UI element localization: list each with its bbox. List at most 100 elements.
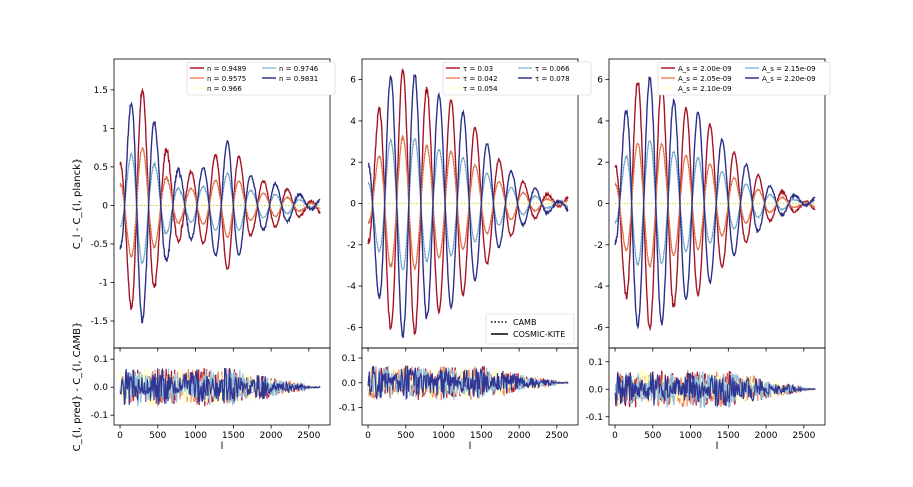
bottom-series-group xyxy=(367,364,569,401)
top-y-axis-label: C_l - C_{l, planck} xyxy=(72,158,83,249)
y-tick-label: 6 xyxy=(350,76,356,86)
top-series-group xyxy=(119,87,321,324)
legend-label: n = 0.9575 xyxy=(207,75,246,83)
legend-label: n = 0.966 xyxy=(207,85,242,93)
residual-line-4 xyxy=(614,371,816,408)
legend-label: A_s = 2.05e-09 xyxy=(678,75,732,83)
legend-box xyxy=(657,61,831,96)
x-tick-label: 1000 xyxy=(679,431,702,441)
y-tick-label: 6 xyxy=(597,76,603,86)
x-axis-label: l xyxy=(221,441,224,452)
x-tick-label: 2000 xyxy=(755,431,778,441)
top-series-group xyxy=(367,68,569,339)
residual-line-4 xyxy=(119,367,321,405)
panel-As: -6 -4 -2 0 2 4 6 -0.1 0.0 0.1 0 500 1000 1500 2000 2500… xyxy=(585,58,831,452)
bottom-series-group xyxy=(119,367,321,407)
series-line-1 xyxy=(119,147,321,258)
y-tick-label: -4 xyxy=(594,282,603,292)
legend-label: τ = 0.066 xyxy=(535,65,570,73)
style-legend-label: COSMIC-KITE xyxy=(513,330,565,339)
x-tick-label: 1500 xyxy=(470,431,493,441)
x-tick-label: 500 xyxy=(397,431,414,441)
y-tick-label: -6 xyxy=(347,323,356,333)
x-tick-label: 0 xyxy=(365,431,371,441)
y-tick-label: 1.5 xyxy=(94,86,108,96)
residual-line-4 xyxy=(367,365,569,401)
x-tick-label: 500 xyxy=(149,431,166,441)
x-tick-label: 2500 xyxy=(545,431,568,441)
series-camb-4 xyxy=(614,76,816,329)
y-tick-label: 0 xyxy=(102,201,108,211)
y-tick-label: 4 xyxy=(597,117,603,127)
series-line-0 xyxy=(614,82,816,332)
y-tick-label: 2 xyxy=(350,158,356,168)
x-tick-label: 2500 xyxy=(792,431,815,441)
series-line-4 xyxy=(367,73,569,339)
style-legend-box xyxy=(485,313,575,345)
y-tick-label: 4 xyxy=(350,117,356,127)
legend-label: τ = 0.042 xyxy=(463,75,498,83)
legend-label: τ = 0.03 xyxy=(463,65,493,73)
y-tick-label: -1.5 xyxy=(90,317,108,327)
legend-box xyxy=(442,61,592,96)
legend-box xyxy=(186,61,336,96)
bottom-series-group xyxy=(614,368,816,409)
y-tick-label: 0.0 xyxy=(342,379,357,389)
series-camb-1 xyxy=(368,135,569,271)
y-tick-label: -0.5 xyxy=(90,240,108,250)
y-tick-label: 1 xyxy=(102,124,108,134)
y-tick-label: -4 xyxy=(347,282,356,292)
x-tick-label: 1000 xyxy=(184,431,207,441)
legend-label: n = 0.9831 xyxy=(279,75,318,83)
x-tick-label: 1500 xyxy=(717,431,740,441)
series-camb-4 xyxy=(368,74,569,338)
series-camb-0 xyxy=(367,68,569,335)
x-axis-label: l xyxy=(469,441,472,452)
y-tick-label: 0.1 xyxy=(589,358,603,368)
y-tick-label: -2 xyxy=(594,241,603,251)
x-tick-label: 0 xyxy=(612,431,618,441)
y-tick-label: 0.5 xyxy=(94,163,108,173)
legend-label: A_s = 2.10e-09 xyxy=(678,85,732,93)
legend-label: A_s = 2.15e-09 xyxy=(762,65,816,73)
legend-label: τ = 0.054 xyxy=(463,85,498,93)
top-series-group xyxy=(614,76,816,332)
style-legend-label: CAMB xyxy=(513,318,536,327)
bottom-axes-frame xyxy=(608,347,826,426)
series-camb-0 xyxy=(614,82,816,330)
series-camb-4 xyxy=(119,102,321,323)
y-tick-label: 0 xyxy=(597,200,603,210)
x-tick-label: 1000 xyxy=(432,431,455,441)
panel-tau: -6 -4 -2 0 2 4 6 -0.1 0.0 0.1 0 500 1000 1500 2000 2500… xyxy=(338,58,592,452)
legend-label: A_s = 2.00e-09 xyxy=(678,65,732,73)
y-tick-label: -0.1 xyxy=(90,411,108,421)
y-tick-label: 0.1 xyxy=(342,354,356,364)
legend-label: n = 0.9746 xyxy=(279,65,319,73)
bottom-axes-frame xyxy=(361,347,579,426)
bottom-y-axis-label: C_{l, pred} - C_{l, CAMB} xyxy=(72,322,83,452)
y-tick-label: 2 xyxy=(597,158,603,168)
legend-label: n = 0.9489 xyxy=(207,65,246,73)
y-tick-label: 0.1 xyxy=(94,355,108,365)
y-tick-label: -2 xyxy=(347,241,356,251)
x-tick-label: 2000 xyxy=(508,431,531,441)
series-line-4 xyxy=(614,76,816,330)
y-tick-label: -1 xyxy=(99,278,108,288)
x-tick-label: 1500 xyxy=(222,431,245,441)
series-camb-1 xyxy=(614,142,816,268)
series-line-0 xyxy=(367,68,569,335)
x-tick-label: 2000 xyxy=(260,431,283,441)
y-tick-label: -0.1 xyxy=(338,404,356,414)
y-tick-label: -6 xyxy=(594,323,603,333)
x-tick-label: 500 xyxy=(644,431,661,441)
y-tick-label: 0 xyxy=(350,200,356,210)
bottom-axes-frame xyxy=(113,347,331,426)
x-tick-label: 2500 xyxy=(297,431,320,441)
series-camb-0 xyxy=(119,89,321,310)
legend-label: τ = 0.078 xyxy=(535,75,570,83)
y-tick-label: 0.0 xyxy=(94,383,109,393)
x-axis-label: l xyxy=(716,441,719,452)
panel-n: -1.5 -1 -0.5 0 0.5 1 1.5 -0.1 0.0 0.1 0 500 1000 1500… xyxy=(90,58,336,452)
y-tick-label: 0.0 xyxy=(589,385,604,395)
